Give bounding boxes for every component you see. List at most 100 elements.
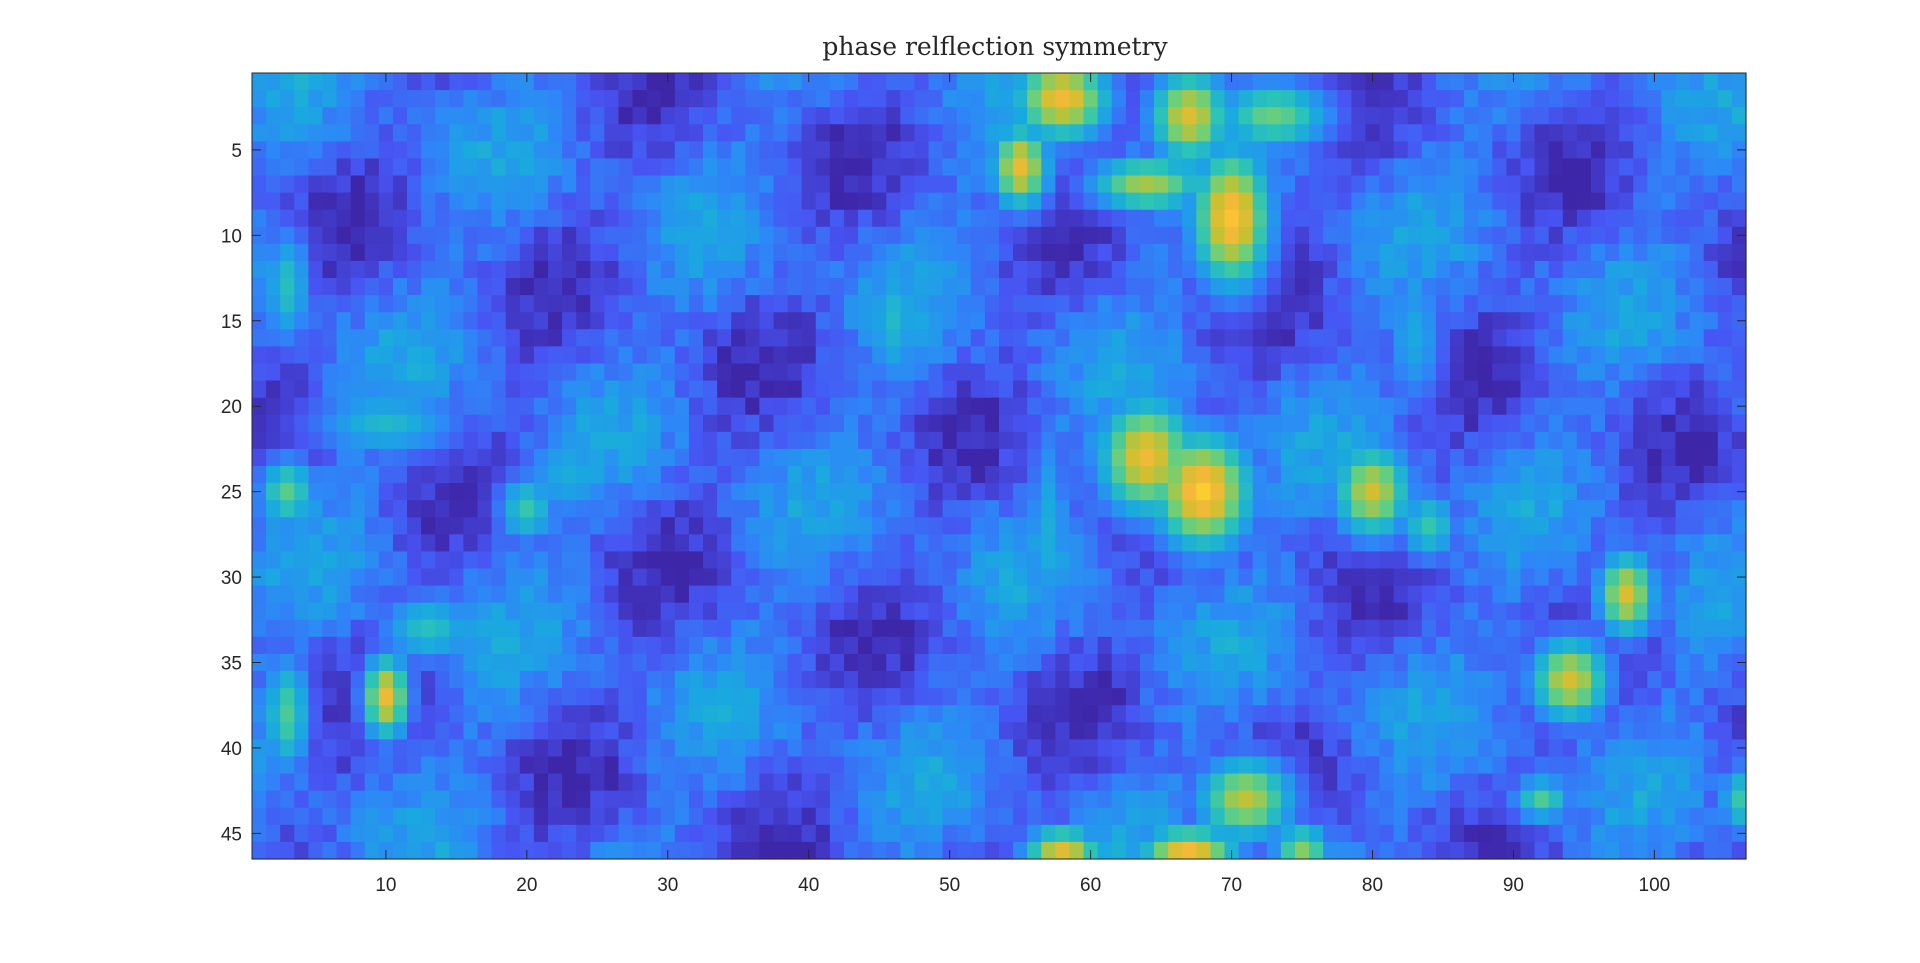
heatmap-cell — [364, 585, 380, 604]
heatmap-cell — [1013, 841, 1028, 860]
heatmap-cell — [1055, 585, 1071, 604]
heatmap-cell — [1717, 619, 1733, 638]
heatmap-cell — [674, 517, 690, 535]
heatmap-cell — [1506, 636, 1522, 655]
heatmap-cell — [1041, 705, 1056, 723]
heatmap-cell — [1139, 773, 1155, 792]
heatmap-cell — [1097, 414, 1113, 433]
heatmap-cell — [590, 397, 605, 416]
heatmap-cell — [984, 158, 1000, 177]
heatmap-cell — [745, 346, 760, 365]
heatmap-cell — [646, 312, 662, 330]
heatmap-cell — [688, 158, 704, 177]
heatmap-cell — [1703, 585, 1719, 604]
heatmap-cell — [900, 688, 916, 706]
heatmap-cell — [519, 500, 535, 518]
heatmap-cell — [435, 312, 450, 330]
heatmap-cell — [1506, 790, 1522, 809]
heatmap-cell — [491, 414, 507, 433]
heatmap-cell — [829, 619, 845, 638]
heatmap-cell — [1041, 209, 1056, 228]
heatmap-cell — [1647, 619, 1663, 638]
heatmap-cell — [1492, 841, 1507, 860]
heatmap-cell — [1605, 243, 1620, 262]
heatmap-cell — [1083, 209, 1099, 228]
heatmap-cell — [252, 346, 267, 365]
heatmap-cell — [1492, 551, 1507, 570]
heatmap-cell — [1013, 636, 1028, 655]
heatmap-cell — [759, 141, 775, 160]
heatmap-cell — [886, 414, 901, 433]
heatmap-cell — [1675, 568, 1691, 587]
heatmap-cell — [703, 739, 718, 758]
heatmap-cell — [660, 500, 676, 518]
heatmap-cell — [407, 346, 422, 365]
heatmap-cell — [407, 602, 422, 621]
heatmap-cell — [322, 602, 338, 621]
heatmap-cell — [999, 568, 1014, 587]
heatmap-cell — [1605, 551, 1620, 570]
heatmap-cell — [1534, 551, 1550, 570]
heatmap-cell — [1675, 636, 1691, 655]
heatmap-cell — [1661, 90, 1677, 108]
heatmap-cell — [1168, 363, 1183, 382]
heatmap-cell — [604, 671, 620, 689]
heatmap-cell — [519, 602, 535, 621]
heatmap-cell — [1041, 73, 1056, 91]
heatmap-cell — [519, 688, 535, 706]
heatmap-cell — [1464, 107, 1479, 125]
heatmap-cell — [886, 295, 901, 313]
heatmap-cell — [956, 260, 972, 279]
heatmap-cell — [1450, 243, 1465, 262]
heatmap-cell — [674, 466, 690, 484]
heatmap-cell — [1562, 414, 1578, 433]
heatmap-cell — [1337, 380, 1352, 399]
heatmap-cell — [1055, 192, 1071, 211]
heatmap-cell — [1323, 243, 1338, 262]
heatmap-cell — [1365, 90, 1381, 108]
heatmap-cell — [1041, 141, 1056, 160]
heatmap-cell — [1196, 278, 1212, 296]
heatmap-cell — [519, 312, 535, 330]
heatmap-cell — [717, 653, 732, 672]
heatmap-cell — [843, 175, 859, 194]
heatmap-cell — [688, 790, 704, 809]
heatmap-cell — [1097, 483, 1113, 501]
heatmap-cell — [914, 73, 930, 91]
heatmap-cell — [1041, 312, 1056, 330]
heatmap-cell — [1097, 90, 1113, 108]
heatmap-cell — [562, 568, 577, 587]
heatmap-cell — [688, 756, 704, 775]
heatmap-cell — [646, 73, 662, 91]
heatmap-cell — [308, 278, 324, 296]
heatmap-cell — [1309, 158, 1324, 177]
heatmap-cell — [674, 380, 690, 399]
heatmap-cell — [449, 671, 465, 689]
heatmap-cell — [1111, 483, 1127, 501]
heatmap-cell — [1478, 568, 1493, 587]
heatmap-cell — [604, 226, 620, 245]
heatmap-cell — [477, 90, 493, 108]
heatmap-cell — [1196, 124, 1212, 142]
heatmap-cell — [1168, 722, 1183, 740]
heatmap-cell — [604, 602, 620, 621]
heatmap-cell — [815, 329, 831, 347]
heatmap-cell — [942, 141, 958, 160]
heatmap-cell — [815, 448, 831, 467]
heatmap-cell — [928, 175, 944, 194]
heatmap-cell — [491, 226, 507, 245]
heatmap-cell — [632, 568, 648, 587]
heatmap-cell — [1168, 807, 1183, 826]
heatmap-cell — [463, 260, 479, 279]
heatmap-cell — [1083, 722, 1099, 740]
heatmap-cell — [562, 756, 577, 775]
heatmap-cell — [1139, 312, 1155, 330]
heatmap-cell — [1393, 688, 1409, 706]
heatmap-cell — [660, 534, 676, 553]
heatmap-cell — [1196, 158, 1212, 177]
heatmap-cell — [1069, 175, 1085, 194]
heatmap-cell — [956, 568, 972, 587]
heatmap-cell — [1478, 705, 1493, 723]
heatmap-cell — [745, 141, 760, 160]
heatmap-cell — [1280, 243, 1296, 262]
